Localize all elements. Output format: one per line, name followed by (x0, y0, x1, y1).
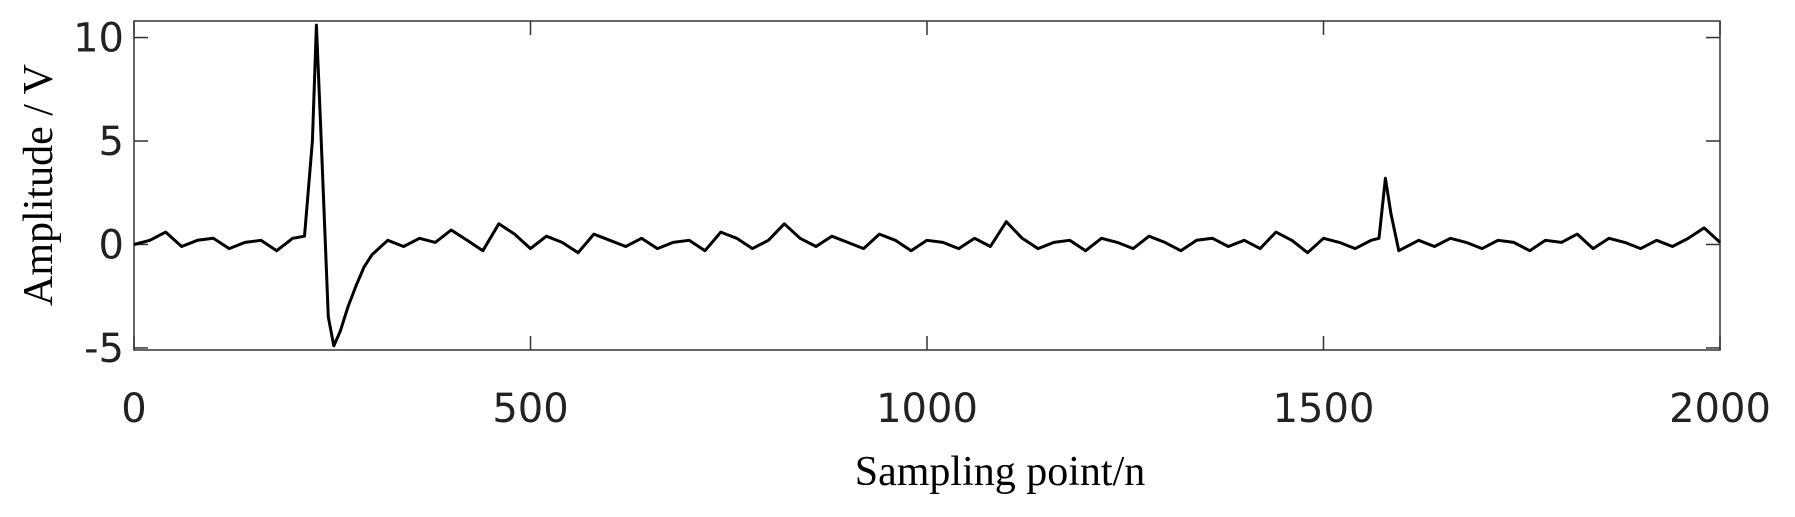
plot-frame (133, 20, 1721, 351)
x-tick-label: 1500 (1273, 386, 1375, 432)
x-tick-label: 1000 (876, 386, 978, 432)
x-tick-label: 500 (492, 386, 568, 432)
y-tick-label: 0 (99, 222, 124, 268)
x-tick-label: 2000 (1669, 386, 1771, 432)
x-tick-label: 0 (121, 386, 146, 432)
y-axis-label: Amplitude / V (16, 64, 62, 306)
y-tick-label: 10 (73, 16, 124, 62)
y-tick-label: -5 (84, 326, 124, 372)
y-tick-label: 5 (99, 119, 124, 165)
signal-line (133, 23, 1722, 348)
x-axis-label: Sampling point/n (855, 449, 1146, 495)
